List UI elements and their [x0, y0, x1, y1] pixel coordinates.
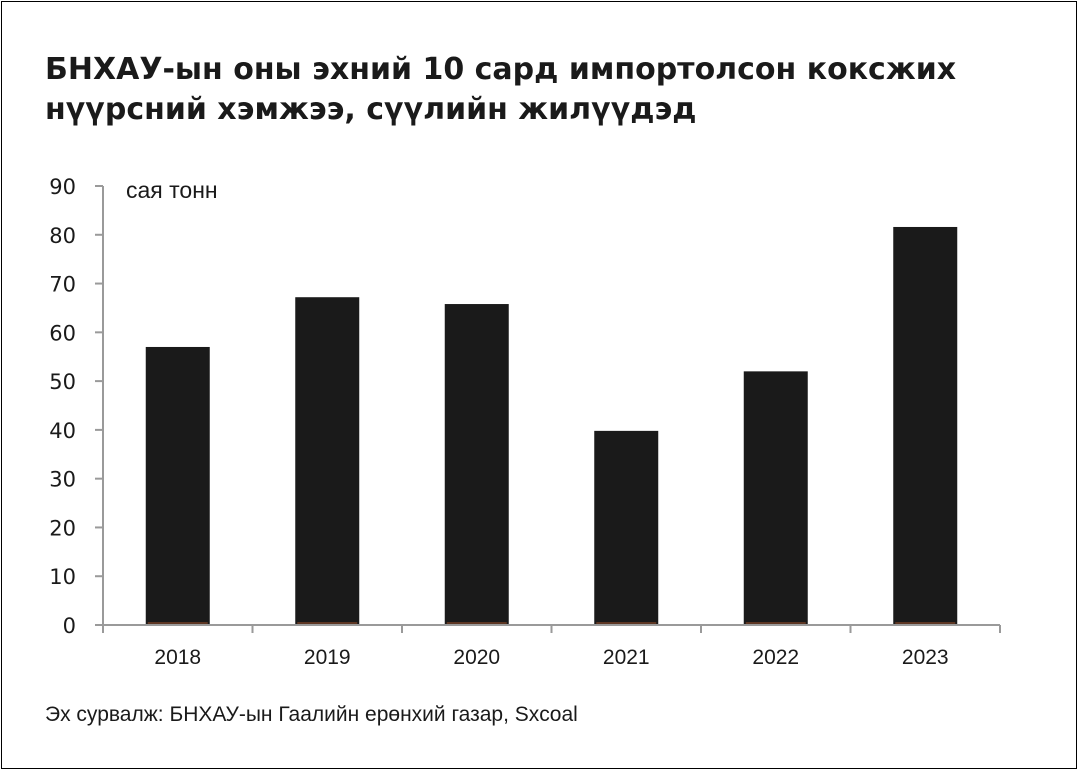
- bars: [145, 226, 958, 624]
- x-axis: 2018 2019 2020 2021 2022 2023: [102, 624, 1001, 669]
- y-tick-label: 80: [49, 224, 76, 248]
- bar-2018: [145, 346, 210, 624]
- chart-title-line-2: нүүрсний хэмжээ, сүүлийн жилүүдэд: [45, 92, 697, 127]
- y-tick-label: 0: [63, 614, 76, 638]
- x-tick-label: 2020: [453, 646, 500, 669]
- bar-2022: [743, 371, 808, 624]
- bar-base-2022: [745, 622, 806, 624]
- bar-2021: [594, 430, 659, 624]
- x-tick-label: 2019: [304, 646, 351, 669]
- bar-base-2018: [147, 622, 208, 624]
- y-tick-label: 10: [49, 565, 76, 589]
- bar-2020: [444, 304, 509, 624]
- bar-2023: [893, 226, 958, 624]
- x-tick-label: 2018: [154, 646, 201, 669]
- bar-base-2020: [446, 622, 507, 624]
- y-tick-label: 60: [49, 321, 76, 345]
- bar-base-2021: [596, 622, 657, 624]
- y-axis-unit-label: сая тонн: [126, 177, 218, 203]
- y-tick-label: 40: [49, 419, 76, 443]
- chart-title-line-1: БНХАУ-ын оны эхний 10 сард импортолсон к…: [45, 52, 957, 87]
- x-tick-label: 2021: [603, 646, 650, 669]
- source-note: Эх сурвалж: БНХАУ-ын Гаалийн ерөнхий газ…: [45, 703, 578, 726]
- y-tick-label: 50: [49, 370, 76, 394]
- y-axis: 0 10 20 30 40 50 60 70 80 90: [49, 175, 104, 638]
- y-tick-label: 20: [49, 516, 76, 540]
- y-tick-label: 90: [49, 175, 76, 199]
- chart-title: БНХАУ-ын оны эхний 10 сард импортолсон к…: [45, 50, 1045, 130]
- bar-2019: [295, 297, 360, 624]
- y-tick-label: 30: [49, 468, 76, 492]
- y-tick-label: 70: [49, 273, 76, 297]
- x-tick-label: 2022: [752, 646, 799, 669]
- x-tick-label: 2023: [902, 646, 949, 669]
- bar-base-2023: [895, 622, 956, 624]
- bar-base-2019: [297, 622, 358, 624]
